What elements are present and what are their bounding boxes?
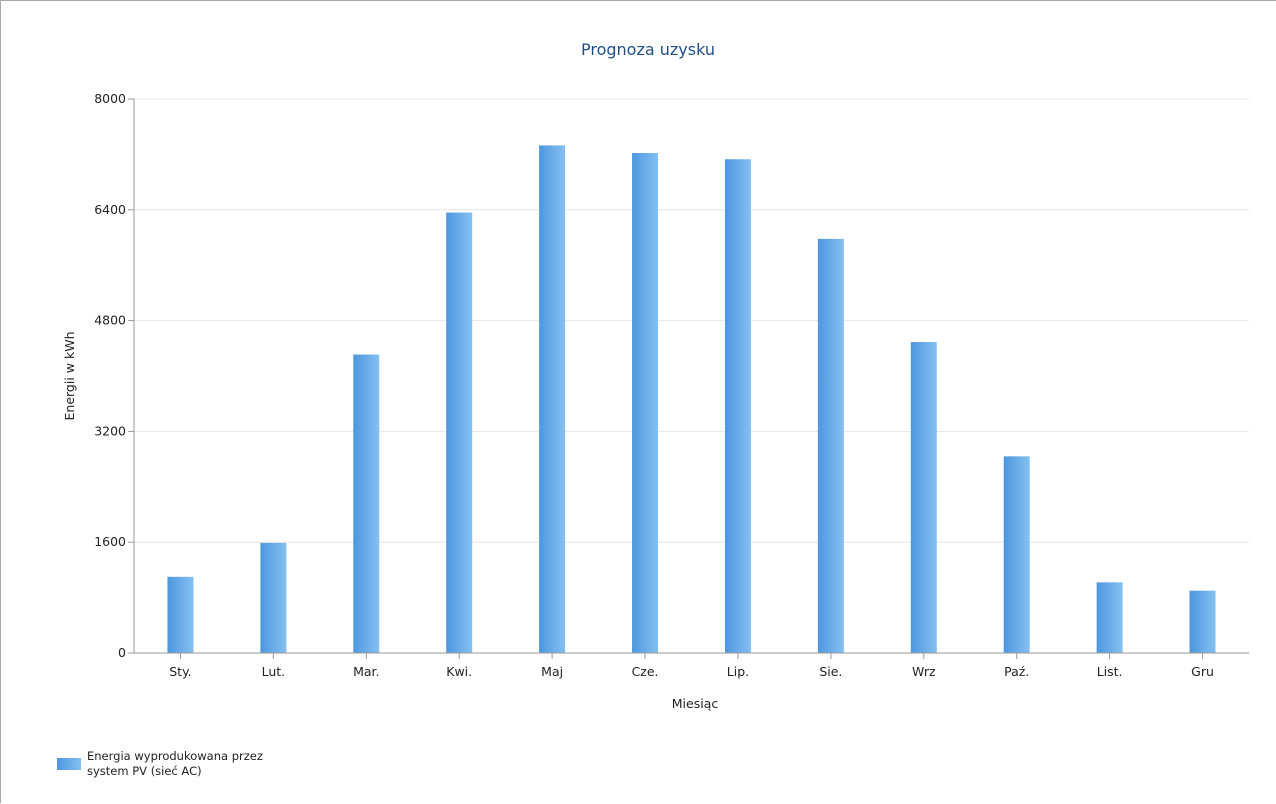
y-tick-label: 3200 [94,423,126,438]
bar [446,212,473,653]
bar [1189,590,1216,653]
bar [167,576,194,653]
legend-swatch [57,758,81,770]
chart-title: Prognoza uzysku [581,40,715,59]
x-tick-label: Lip. [727,664,749,679]
y-tick-label: 4800 [94,313,126,328]
x-tick-label: Cze. [632,664,659,679]
y-tick-label: 8000 [94,91,126,106]
x-tick-label: Paź. [1004,664,1029,679]
bar [539,145,566,653]
x-axis-title: Miesiąc [672,696,719,711]
bar [724,159,751,653]
x-tick-label: List. [1097,664,1123,679]
bar [1096,582,1123,653]
y-tick-label: 6400 [94,202,126,217]
y-axis-title: Energii w kWh [62,331,77,420]
x-tick-label: Maj [541,664,563,679]
y-tick-labels: 0 1600 3200 4800 6400 8000 [94,91,134,660]
bar-series [167,145,1216,653]
y-tick-label: 1600 [94,534,126,549]
legend-label: system PV (sieć AC) [87,764,202,778]
bar [353,354,380,653]
x-tick-label: Gru [1191,664,1214,679]
bar [632,153,659,653]
y-tick-label: 0 [118,645,126,660]
x-tick-labels: Sty. Lut. Mar. Kwi. Maj Cze. Lip. Sie. Wrz Paź. Li… [169,653,1214,679]
axes [133,99,1249,654]
x-tick-label: Mar. [353,664,379,679]
x-tick-label: Sty. [169,664,191,679]
bar [1003,456,1030,653]
legend-label: Energia wyprodukowana przez [87,749,263,763]
bar [910,342,937,653]
x-tick-label: Lut. [262,664,286,679]
bar [817,238,844,653]
x-tick-label: Wrz [912,664,936,679]
x-tick-label: Kwi. [446,664,472,679]
bar [260,542,287,653]
x-tick-label: Sie. [819,664,842,679]
grid-lines [134,98,1249,543]
